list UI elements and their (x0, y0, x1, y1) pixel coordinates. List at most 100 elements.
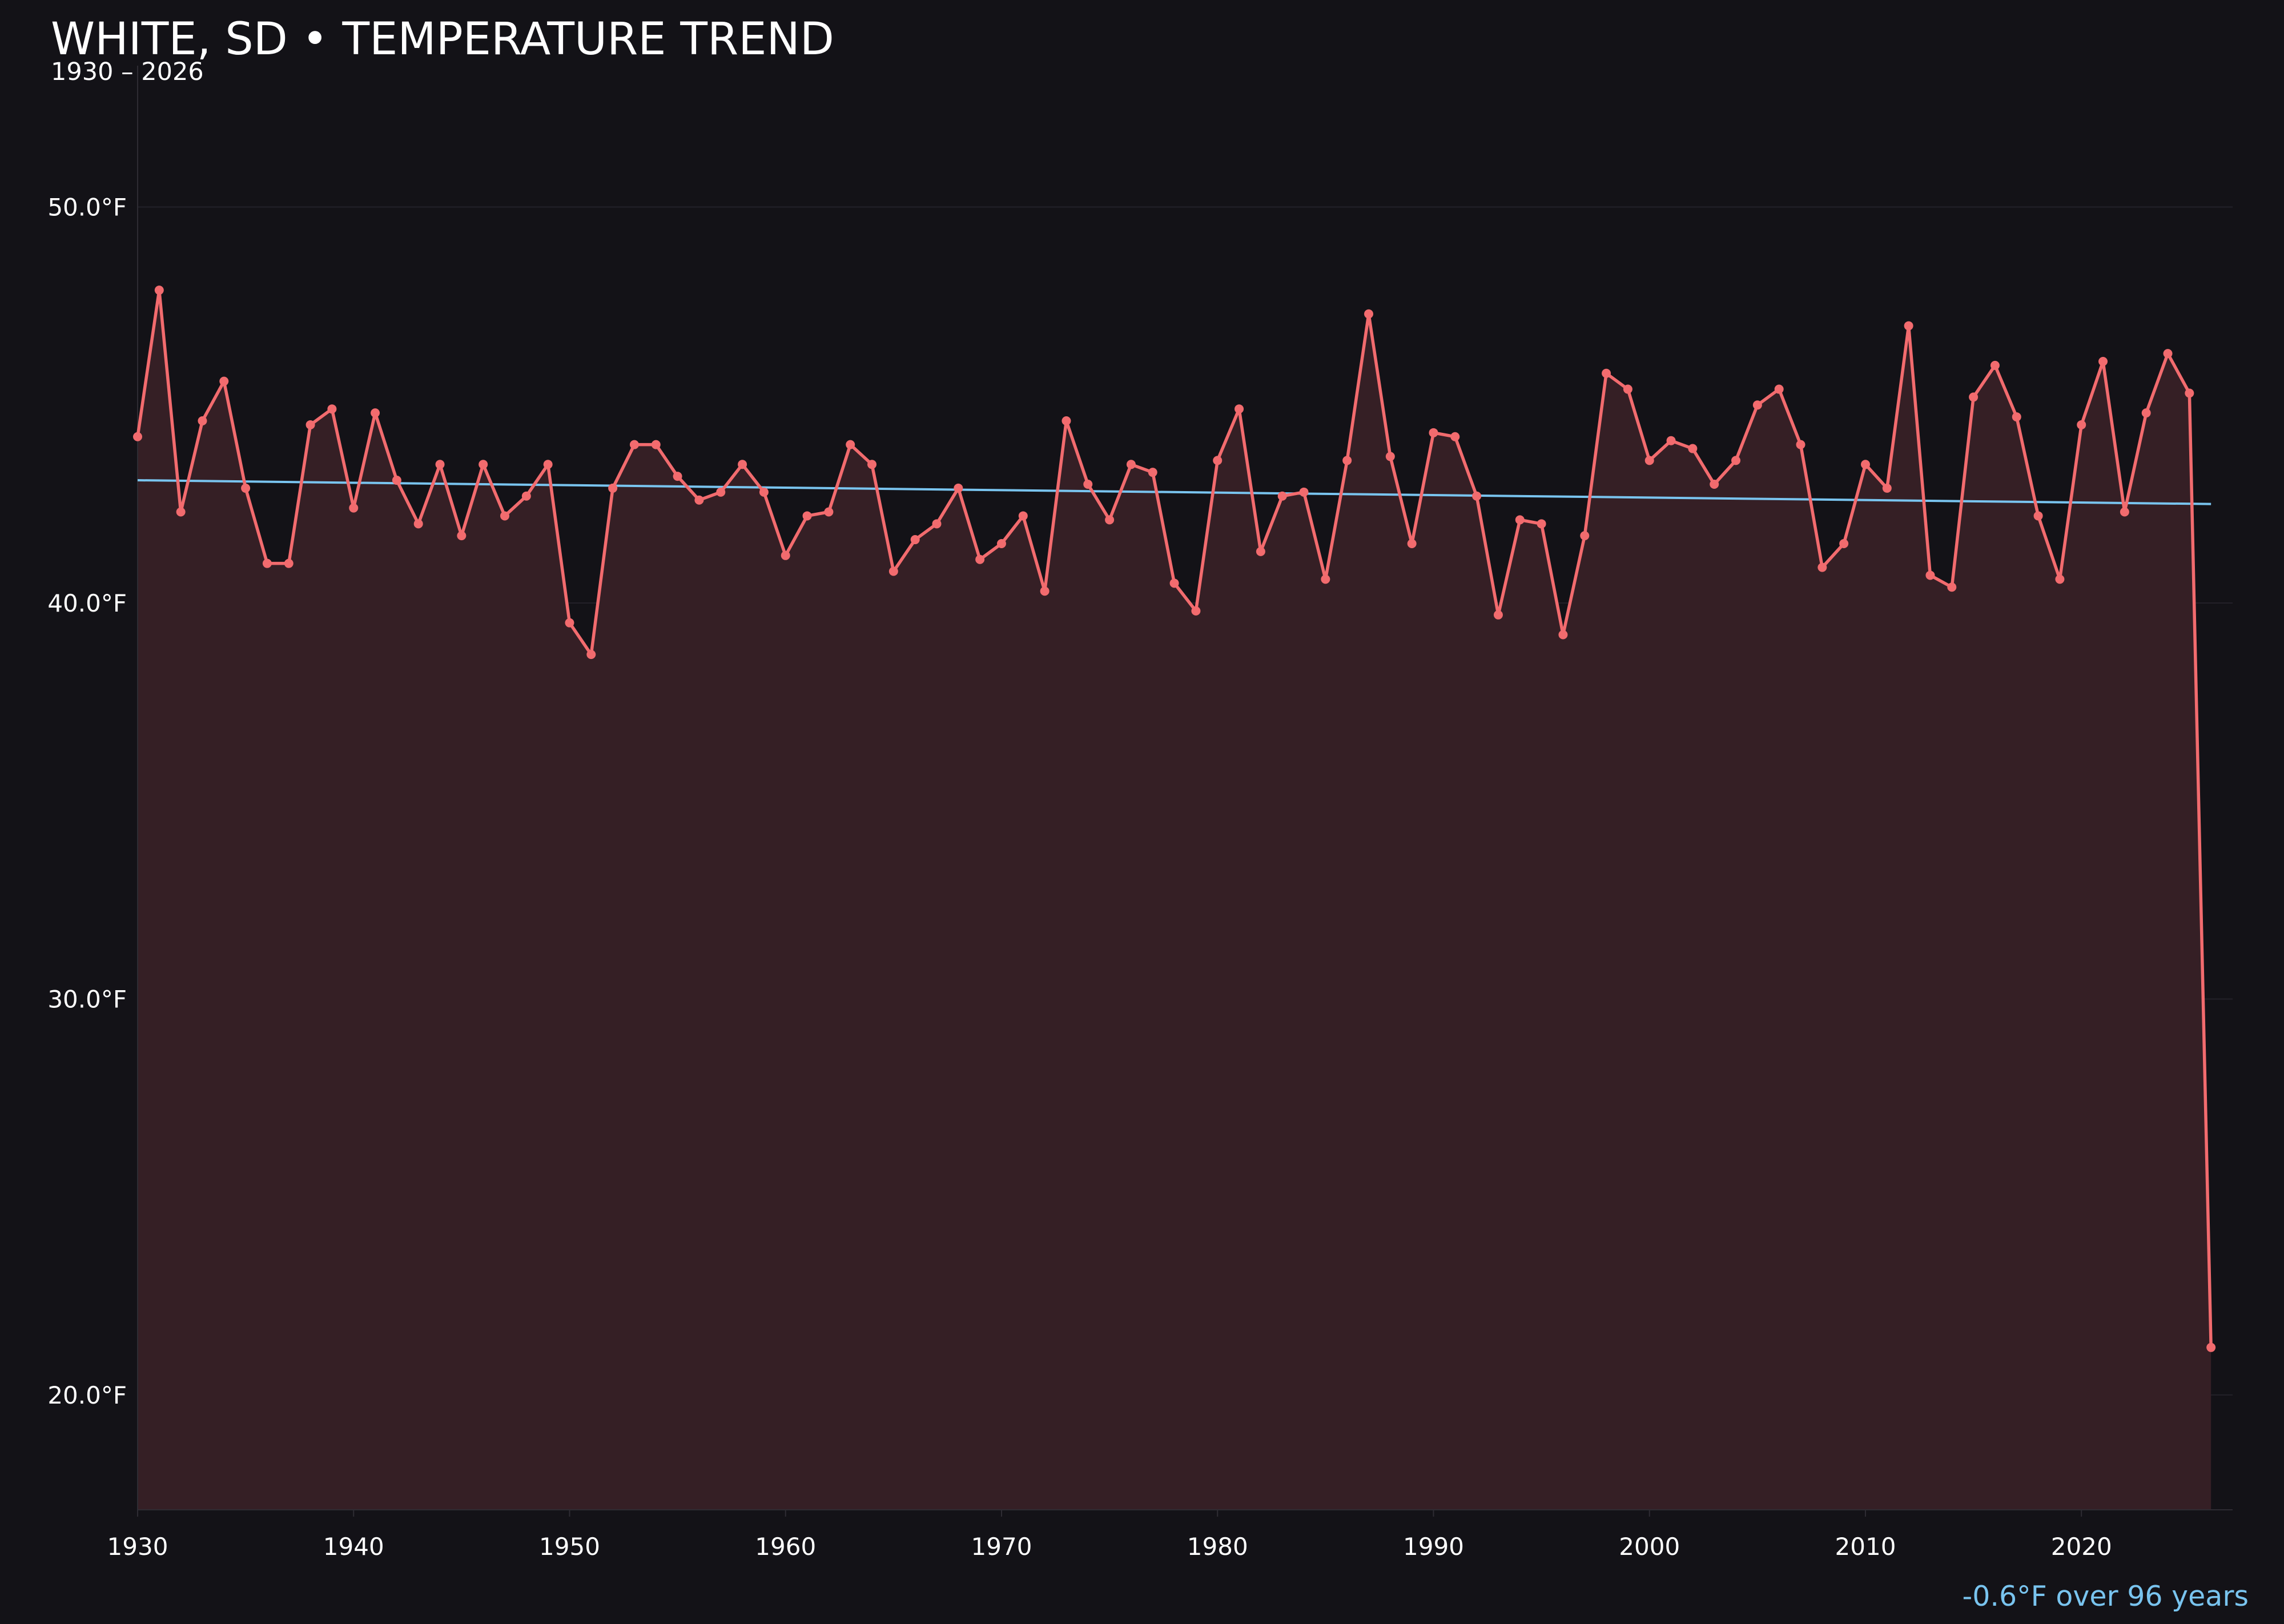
data-point (2206, 1342, 2216, 1352)
data-point (1666, 436, 1676, 445)
x-tick-label: 1940 (323, 1533, 384, 1561)
y-axis-tick-labels: 20.0°F 30.0°F 40.0°F 50.0°F (47, 194, 127, 1409)
chart-subtitle: 1930 – 2026 (51, 58, 204, 86)
data-point (371, 408, 380, 418)
y-tick-label: 50.0°F (47, 194, 127, 222)
data-point (1602, 368, 1611, 378)
data-point (673, 472, 682, 481)
data-point (1061, 416, 1071, 426)
data-point (1537, 519, 1546, 529)
data-points (133, 286, 2216, 1352)
y-tick-label: 30.0°F (47, 985, 127, 1013)
data-point (1558, 630, 1568, 640)
data-point (1169, 578, 1179, 588)
data-point (241, 483, 251, 493)
data-point (1126, 460, 1136, 469)
data-point (716, 487, 726, 497)
data-point (1105, 515, 1115, 525)
data-point (651, 440, 661, 449)
data-point (2163, 349, 2173, 359)
data-point (1299, 487, 1309, 497)
data-point (996, 538, 1006, 548)
data-point (2098, 357, 2108, 367)
data-point (586, 650, 596, 660)
data-point (435, 460, 445, 469)
data-point (738, 460, 747, 469)
data-point (1018, 511, 1028, 521)
x-tick-label: 1990 (1403, 1533, 1464, 1561)
data-point (1213, 456, 1223, 465)
trend-annotation: -0.6°F over 96 years (1963, 1580, 2249, 1613)
data-point (1860, 460, 1870, 469)
data-point (1515, 515, 1525, 525)
data-point (1493, 610, 1503, 620)
data-point (1947, 582, 1957, 592)
x-tick-label: 1950 (539, 1533, 600, 1561)
data-point (1321, 574, 1330, 584)
trend-line (137, 479, 2211, 505)
data-point (759, 487, 769, 497)
data-point (629, 440, 639, 449)
data-point (781, 550, 790, 560)
data-point (2055, 574, 2065, 584)
y-tick-label: 20.0°F (47, 1381, 127, 1409)
data-point (457, 531, 467, 541)
data-point (413, 519, 423, 529)
x-tick-label: 1930 (107, 1533, 168, 1561)
data-point (1731, 456, 1741, 465)
data-point (1191, 606, 1201, 616)
x-tick-label: 1970 (971, 1533, 1032, 1561)
data-point (1256, 546, 1265, 556)
data-point (2141, 408, 2151, 418)
data-point (154, 286, 164, 295)
data-point (1342, 456, 1352, 465)
data-point (1774, 384, 1784, 394)
data-point (500, 511, 510, 521)
data-point (608, 483, 618, 493)
data-point (802, 511, 812, 521)
data-point (975, 554, 985, 564)
data-point (2033, 511, 2043, 521)
data-point (1839, 538, 1849, 548)
data-point (1407, 538, 1417, 548)
data-point (1644, 456, 1654, 465)
x-tick-label: 1960 (755, 1533, 816, 1561)
data-point (932, 519, 942, 529)
data-point (1710, 479, 1719, 489)
axes (137, 66, 2233, 1510)
data-point (521, 491, 531, 501)
data-point (954, 483, 963, 493)
data-point (1429, 428, 1438, 437)
data-point (1882, 483, 1892, 493)
data-point (1277, 491, 1287, 501)
data-point (2120, 507, 2129, 517)
data-point (1083, 479, 1093, 489)
data-point (846, 440, 855, 449)
x-tick-label: 2020 (2051, 1533, 2112, 1561)
y-tick-label: 40.0°F (47, 589, 127, 617)
data-point (1364, 309, 1374, 319)
data-point (1925, 570, 1935, 580)
data-point (1580, 531, 1590, 541)
data-point (888, 566, 898, 576)
data-point (327, 404, 337, 414)
data-point (1472, 491, 1482, 501)
data-point (1969, 392, 1979, 402)
data-point (910, 535, 920, 545)
data-point (1688, 444, 1698, 453)
data-point (262, 558, 272, 568)
data-point (543, 460, 553, 469)
data-point (1040, 586, 1049, 596)
data-point (824, 507, 834, 517)
data-point (2077, 420, 2086, 429)
data-point (133, 432, 142, 441)
data-point (694, 495, 704, 505)
data-point (565, 618, 574, 628)
data-point (1235, 404, 1244, 414)
data-point (1450, 432, 1460, 441)
data-point (349, 503, 359, 513)
data-point (284, 558, 293, 568)
x-axis-tick-labels: 1930 1940 1950 1960 1970 1980 1990 2000 2010 2020 (107, 1510, 2112, 1561)
data-point (2185, 388, 2194, 398)
